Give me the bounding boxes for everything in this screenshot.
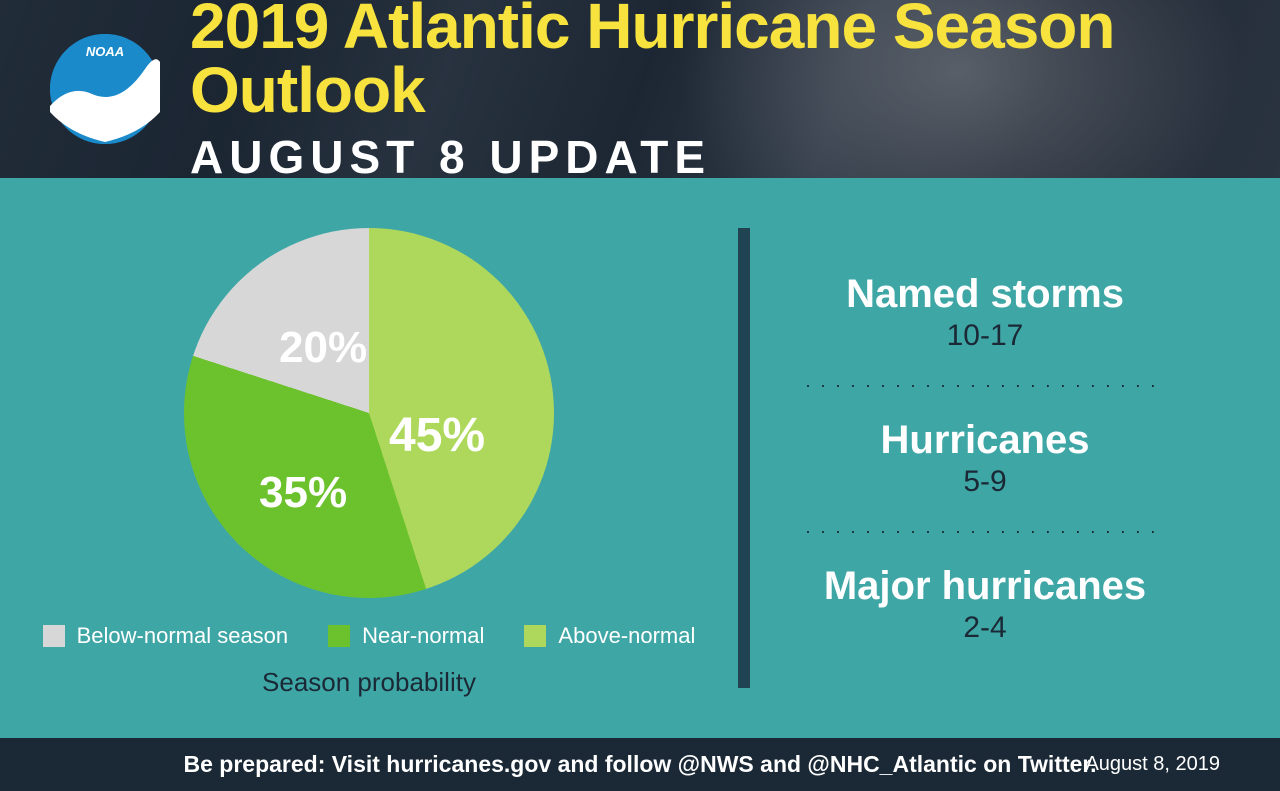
stat-label: Named storms [846, 272, 1124, 317]
pie-chart: 45% 35% 20% [184, 228, 554, 598]
vertical-divider [738, 228, 750, 688]
page-title: 2019 Atlantic Hurricane Season Outlook [190, 0, 1280, 122]
stat-value: 5-9 [881, 465, 1090, 499]
stats-panel: Named storms10-17 · · · · · · · · · · · ·… [750, 178, 1280, 738]
header-banner: NOAA 2019 Atlantic Hurricane Season Outl… [0, 0, 1280, 178]
legend-swatch [524, 625, 546, 647]
chart-axis-title: Season probability [262, 667, 476, 698]
stat-label: Hurricanes [881, 418, 1090, 463]
footer-date: August 8, 2019 [1085, 753, 1220, 776]
legend-label: Near-normal [362, 623, 484, 649]
legend-swatch [328, 625, 350, 647]
stat-label: Major hurricanes [824, 564, 1146, 609]
logo-text: NOAA [86, 44, 124, 59]
stat-value: 10-17 [846, 319, 1124, 353]
legend-swatch [43, 625, 65, 647]
stat-block: Named storms10-17 [846, 272, 1124, 353]
legend-item: Above-normal [524, 623, 695, 649]
footer-bar: Be prepared: Visit hurricanes.gov and fo… [0, 738, 1280, 791]
main-content: 45% 35% 20% Below-normal season Near-normal… [0, 178, 1280, 738]
legend-item: Below-normal season [43, 623, 289, 649]
legend-label: Above-normal [558, 623, 695, 649]
chart-legend: Below-normal season Near-normal Above-norm… [43, 623, 696, 649]
pie-slice-label: 20% [279, 323, 367, 373]
stat-block: Major hurricanes2-4 [824, 564, 1146, 645]
noaa-logo: NOAA [50, 34, 160, 144]
page-subtitle: AUGUST 8 UPDATE [190, 130, 1280, 184]
dotted-divider: · · · · · · · · · · · · · · · · · · · · … [805, 375, 1165, 396]
chart-panel: 45% 35% 20% Below-normal season Near-normal… [0, 178, 738, 738]
stat-block: Hurricanes5-9 [881, 418, 1090, 499]
legend-item: Near-normal [328, 623, 484, 649]
header-text: 2019 Atlantic Hurricane Season Outlook A… [190, 0, 1280, 184]
footer-message: Be prepared: Visit hurricanes.gov and fo… [183, 751, 1096, 778]
pie-slice-label: 45% [389, 408, 485, 463]
legend-label: Below-normal season [77, 623, 289, 649]
stat-value: 2-4 [824, 611, 1146, 645]
pie-graphic [184, 228, 554, 598]
pie-slice-label: 35% [259, 468, 347, 518]
dotted-divider: · · · · · · · · · · · · · · · · · · · · … [805, 521, 1165, 542]
